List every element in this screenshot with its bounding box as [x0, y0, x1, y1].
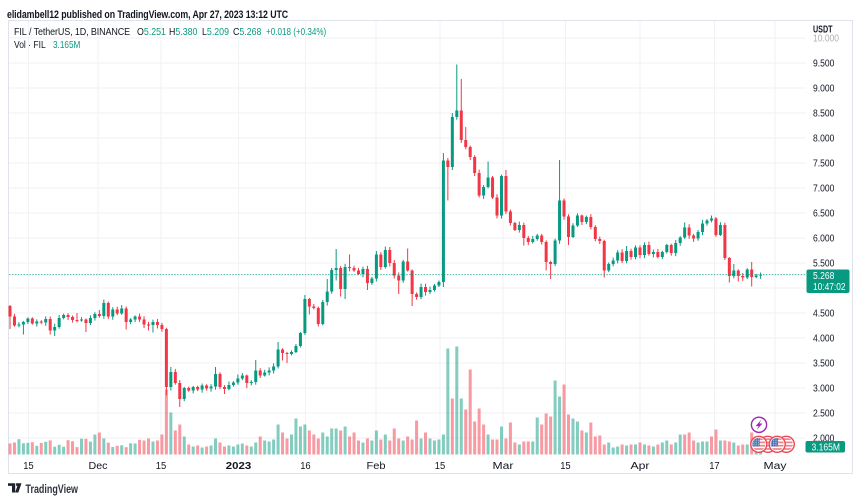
svg-text:May: May [764, 461, 787, 472]
svg-text:4.000: 4.000 [813, 334, 835, 345]
svg-text:15: 15 [156, 461, 167, 472]
svg-text:5.268: 5.268 [813, 271, 835, 282]
svg-text:10.000: 10.000 [813, 34, 839, 45]
svg-text:Mar: Mar [493, 461, 515, 472]
svg-text:USDT: USDT [813, 25, 833, 36]
svg-text:6.500: 6.500 [813, 209, 835, 220]
svg-text:8.000: 8.000 [813, 134, 835, 145]
svg-text:2.500: 2.500 [813, 409, 835, 420]
svg-text:3.000: 3.000 [813, 384, 835, 395]
svg-text:2.000: 2.000 [813, 434, 835, 445]
svg-text:Feb: Feb [367, 461, 386, 472]
svg-text:17: 17 [709, 461, 720, 472]
svg-text:6.000: 6.000 [813, 234, 835, 245]
svg-text:15: 15 [560, 461, 571, 472]
svg-text:3.165M: 3.165M [812, 443, 841, 454]
svg-text:15: 15 [23, 461, 34, 472]
svg-text:7.000: 7.000 [813, 184, 835, 195]
svg-text:10:47:02: 10:47:02 [813, 282, 846, 293]
svg-text:3.500: 3.500 [813, 359, 835, 370]
svg-text:8.500: 8.500 [813, 109, 835, 120]
svg-text:16: 16 [300, 461, 311, 472]
svg-text:9.000: 9.000 [813, 84, 835, 95]
svg-text:7.500: 7.500 [813, 159, 835, 170]
svg-text:5.500: 5.500 [813, 259, 835, 270]
svg-text:2023: 2023 [226, 461, 252, 472]
svg-text:TradingView: TradingView [26, 482, 79, 496]
svg-text:15: 15 [435, 461, 446, 472]
svg-text:Apr: Apr [631, 461, 651, 472]
svg-text:4.500: 4.500 [813, 309, 835, 320]
svg-text:Dec: Dec [89, 461, 108, 472]
svg-text:9.500: 9.500 [813, 59, 835, 70]
